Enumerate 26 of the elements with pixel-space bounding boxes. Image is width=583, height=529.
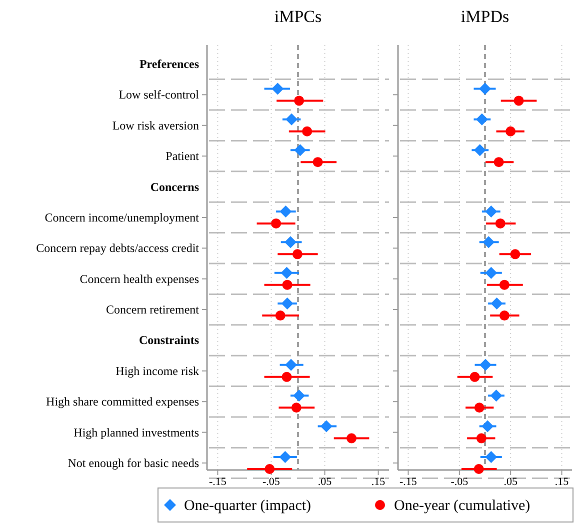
chart-title: iMPCs bbox=[274, 7, 322, 26]
y-tick-label: Concern income/unemployment bbox=[44, 210, 200, 224]
x-tick-label: -.05 bbox=[450, 476, 469, 488]
x-tick-label: .15 bbox=[554, 476, 570, 488]
x-tick-label: -.15 bbox=[400, 476, 418, 488]
y-tick-label: High share committed expenses bbox=[46, 394, 200, 409]
y-tick-label: Concern health expenses bbox=[80, 272, 200, 286]
y-tick-label: Preferences bbox=[139, 57, 200, 71]
y-tick-label: High planned investments bbox=[74, 425, 200, 440]
y-tick-label: Not enough for basic needs bbox=[68, 456, 200, 470]
y-tick-label: Concerns bbox=[150, 180, 200, 194]
y-tick-label: Concern repay debts/access credit bbox=[36, 241, 200, 256]
x-tick-label: -.05 bbox=[262, 476, 280, 488]
legend-label: One-quarter (impact) bbox=[184, 498, 312, 514]
chart-title: iMPDs bbox=[460, 7, 510, 26]
x-tick-label: .15 bbox=[371, 476, 386, 488]
y-tick-label: High income risk bbox=[116, 364, 199, 378]
y-tick-label: Low risk aversion bbox=[112, 118, 199, 132]
y-tick-label: Low self-control bbox=[118, 88, 200, 102]
y-tick-label: Concern retirement bbox=[106, 302, 200, 317]
y-tick-label: Constraints bbox=[138, 333, 200, 348]
x-tick-label: .05 bbox=[504, 476, 518, 488]
x-tick-label: .05 bbox=[318, 476, 332, 488]
legend-label: One-year (cumulative) bbox=[394, 498, 530, 514]
x-tick-label: -.15 bbox=[208, 476, 227, 488]
y-tick-label: Patient bbox=[166, 149, 200, 164]
